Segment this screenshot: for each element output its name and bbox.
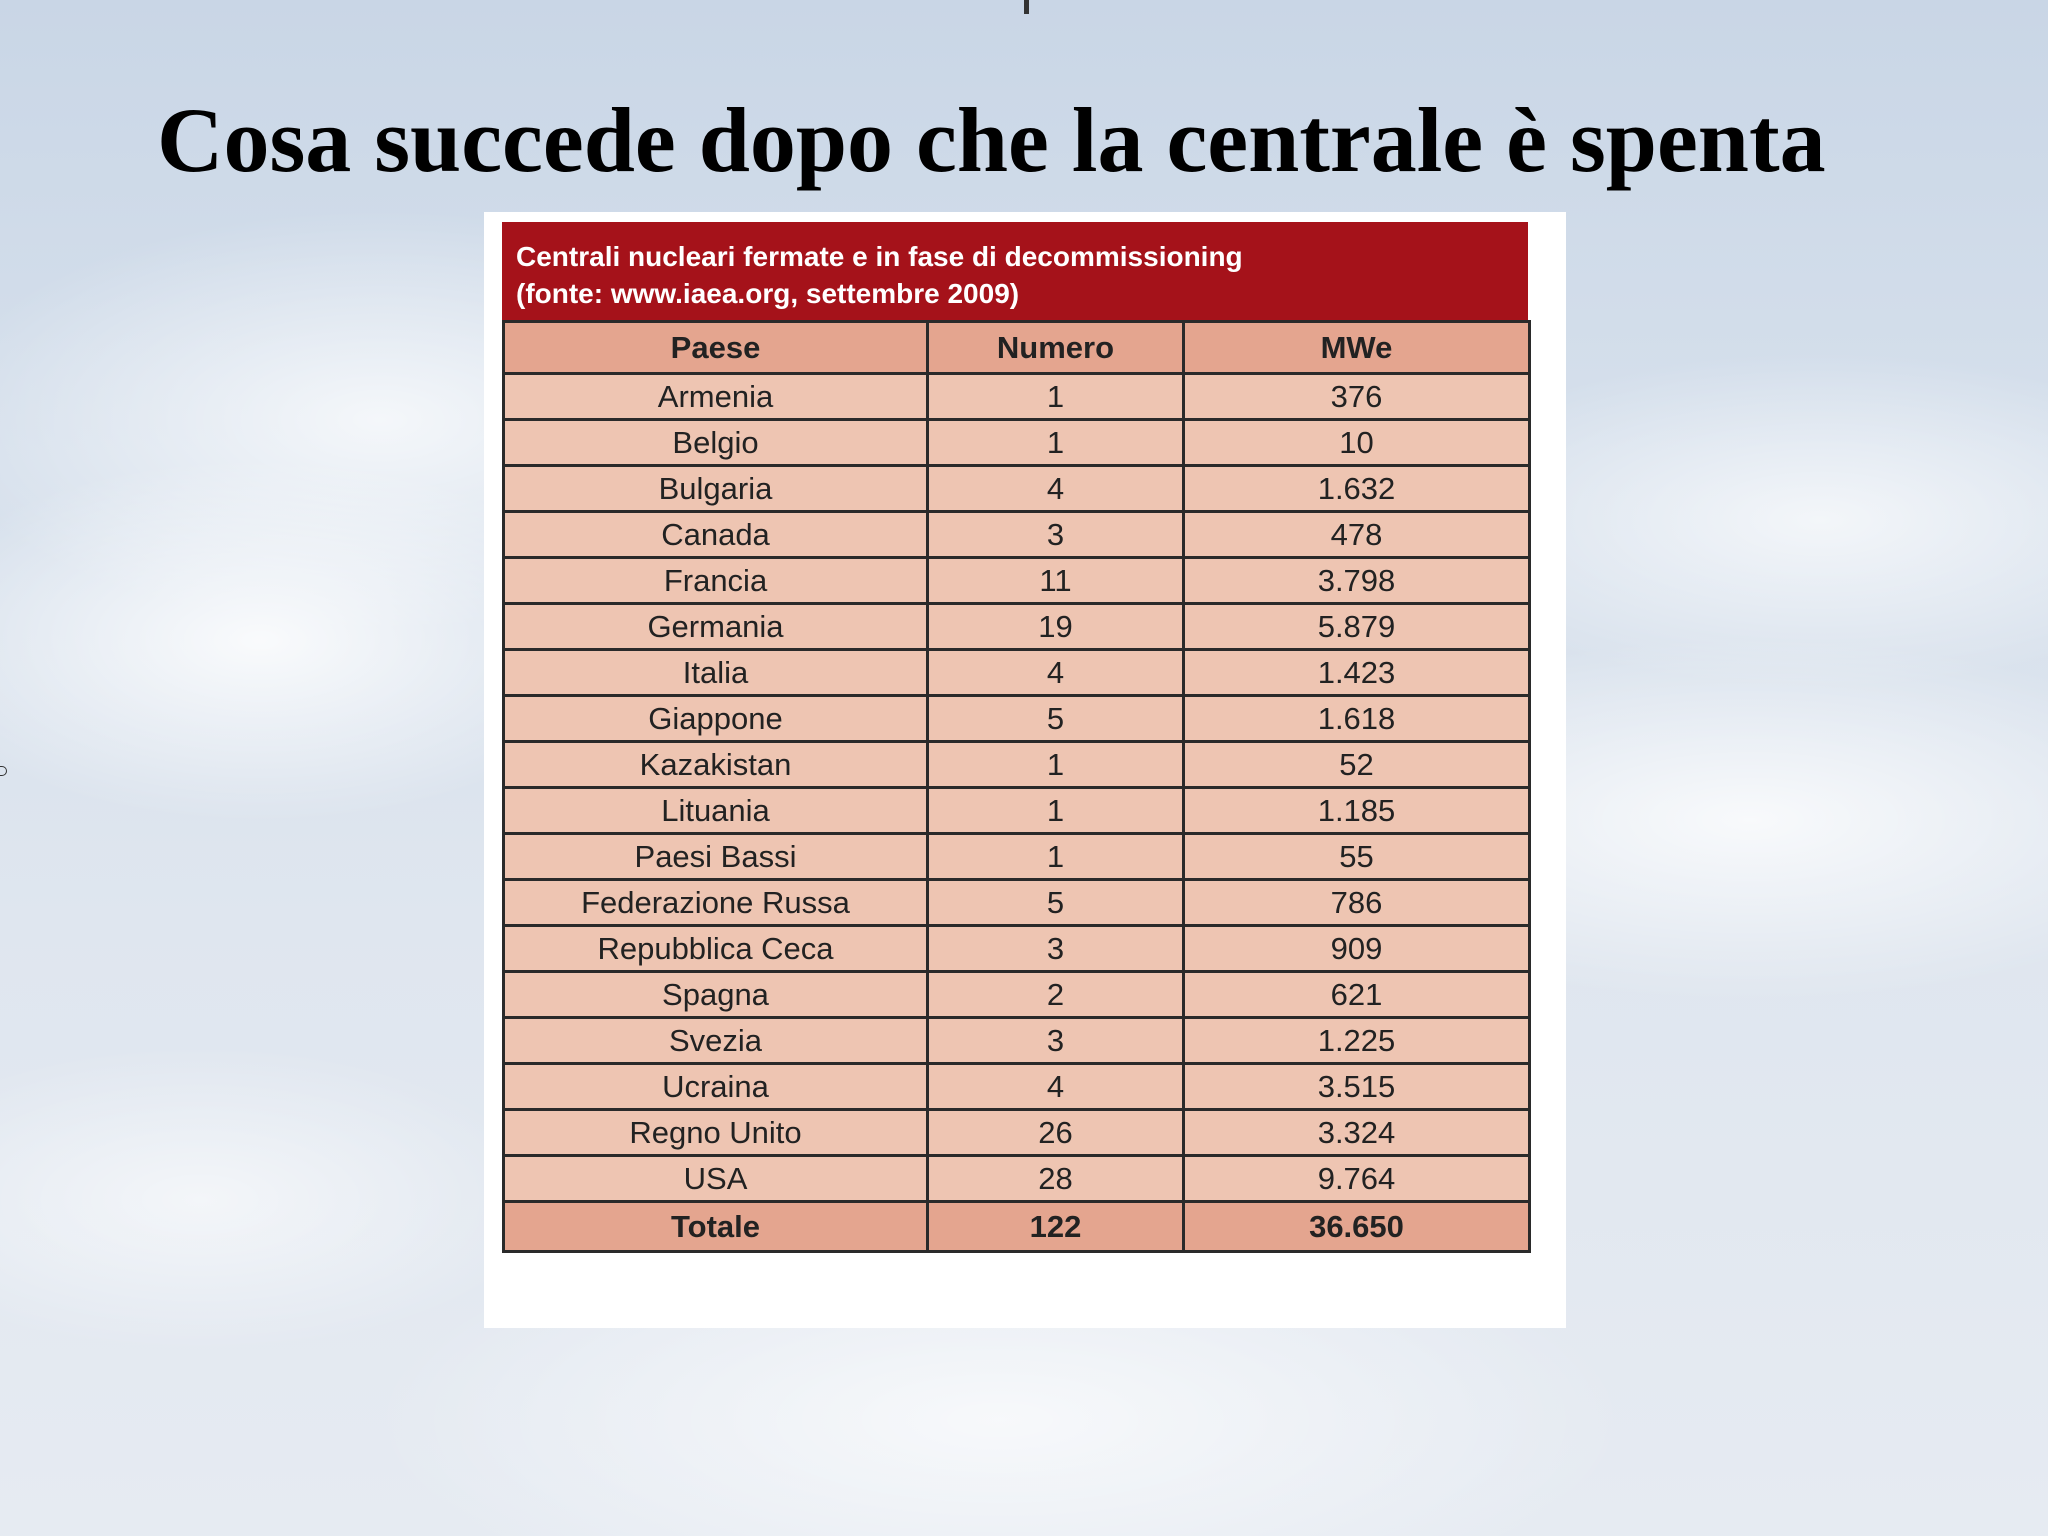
table-total-row: Totale 122 36.650 (502, 1200, 1531, 1253)
total-cell-numero: 122 (926, 1200, 1185, 1253)
cell-mwe: 1.632 (1182, 464, 1531, 513)
table-row: Svezia 3 1.225 (502, 1016, 1531, 1065)
table-header-row: Paese Numero MWe (502, 320, 1531, 375)
cell-mwe: 1.618 (1182, 694, 1531, 743)
cell-numero: 2 (926, 970, 1185, 1019)
cell-paese: Belgio (502, 418, 929, 467)
table-caption-line1: Centrali nucleari fermate e in fase di d… (516, 241, 1243, 272)
cell-numero: 11 (926, 556, 1185, 605)
cell-mwe: 3.324 (1182, 1108, 1531, 1157)
cell-mwe: 909 (1182, 924, 1531, 973)
table-image-panel: Centrali nucleari fermate e in fase di d… (484, 212, 1566, 1328)
table-row: Lituania 1 1.185 (502, 786, 1531, 835)
column-header-numero: Numero (926, 320, 1185, 375)
cell-paese: Ucraina (502, 1062, 929, 1111)
cell-mwe: 478 (1182, 510, 1531, 559)
table-caption: Centrali nucleari fermate e in fase di d… (502, 222, 1528, 320)
cell-numero: 4 (926, 648, 1185, 697)
table-row: Belgio 1 10 (502, 418, 1531, 467)
cell-mwe: 1.423 (1182, 648, 1531, 697)
cell-paese: Lituania (502, 786, 929, 835)
cell-numero: 1 (926, 372, 1185, 421)
total-cell-paese: Totale (502, 1200, 929, 1253)
table-row: Repubblica Ceca 3 909 (502, 924, 1531, 973)
table-row: Italia 4 1.423 (502, 648, 1531, 697)
cell-paese: Bulgaria (502, 464, 929, 513)
table-row: Armenia 1 376 (502, 372, 1531, 421)
cell-paese: Canada (502, 510, 929, 559)
cell-mwe: 3.515 (1182, 1062, 1531, 1111)
cell-mwe: 9.764 (1182, 1154, 1531, 1203)
cell-numero: 3 (926, 1016, 1185, 1065)
cell-mwe: 3.798 (1182, 556, 1531, 605)
cell-paese: Svezia (502, 1016, 929, 1065)
cell-mwe: 1.185 (1182, 786, 1531, 835)
cell-paese: Federazione Russa (502, 878, 929, 927)
cell-paese: USA (502, 1154, 929, 1203)
slide-title: Cosa succede dopo che la centrale è spen… (157, 89, 1826, 191)
cell-mwe: 55 (1182, 832, 1531, 881)
cell-paese: Repubblica Ceca (502, 924, 929, 973)
cell-paese: Italia (502, 648, 929, 697)
cell-mwe: 786 (1182, 878, 1531, 927)
table-row: Spagna 2 621 (502, 970, 1531, 1019)
column-header-mwe: MWe (1182, 320, 1531, 375)
cell-mwe: 52 (1182, 740, 1531, 789)
table-row: USA 28 9.764 (502, 1154, 1531, 1203)
table-row: Canada 3 478 (502, 510, 1531, 559)
cell-mwe: 10 (1182, 418, 1531, 467)
table-caption-line2: (fonte: www.iaea.org, settembre 2009) (516, 278, 1020, 309)
column-header-paese: Paese (502, 320, 929, 375)
cell-mwe: 376 (1182, 372, 1531, 421)
cell-numero: 28 (926, 1154, 1185, 1203)
cell-paese: Regno Unito (502, 1108, 929, 1157)
cell-mwe: 5.879 (1182, 602, 1531, 651)
cell-numero: 3 (926, 510, 1185, 559)
cell-paese: Germania (502, 602, 929, 651)
cell-mwe: 621 (1182, 970, 1531, 1019)
cell-paese: Paesi Bassi (502, 832, 929, 881)
cell-numero: 1 (926, 832, 1185, 881)
table-row: Giappone 5 1.618 (502, 694, 1531, 743)
total-cell-mwe: 36.650 (1182, 1200, 1531, 1253)
cell-numero: 5 (926, 694, 1185, 743)
cell-numero: 4 (926, 464, 1185, 513)
table-row: Kazakistan 1 52 (502, 740, 1531, 789)
table-row: Federazione Russa 5 786 (502, 878, 1531, 927)
table-body: Armenia 1 376 Belgio 1 10 Bulgaria 4 1.632 Canada… (502, 372, 1531, 1253)
top-edge-mark (1024, 0, 1029, 14)
cell-numero: 1 (926, 740, 1185, 789)
table-row: Ucraina 4 3.515 (502, 1062, 1531, 1111)
table-row: Germania 19 5.879 (502, 602, 1531, 651)
data-table: Paese Numero MWe Armenia 1 376 Belgio 1 10 Bul… (502, 320, 1531, 1253)
decommissioning-table: Centrali nucleari fermate e in fase di d… (502, 222, 1531, 1253)
cell-paese: Kazakistan (502, 740, 929, 789)
cell-paese: Armenia (502, 372, 929, 421)
cell-numero: 4 (926, 1062, 1185, 1111)
cell-numero: 26 (926, 1108, 1185, 1157)
cell-paese: Spagna (502, 970, 929, 1019)
cell-numero: 5 (926, 878, 1185, 927)
table-row: Bulgaria 4 1.632 (502, 464, 1531, 513)
table-row: Regno Unito 26 3.324 (502, 1108, 1531, 1157)
table-row: Francia 11 3.798 (502, 556, 1531, 605)
cell-numero: 1 (926, 786, 1185, 835)
left-edge-mark (0, 766, 7, 776)
cell-mwe: 1.225 (1182, 1016, 1531, 1065)
cell-paese: Giappone (502, 694, 929, 743)
cell-paese: Francia (502, 556, 929, 605)
cell-numero: 1 (926, 418, 1185, 467)
cell-numero: 3 (926, 924, 1185, 973)
cell-numero: 19 (926, 602, 1185, 651)
table-row: Paesi Bassi 1 55 (502, 832, 1531, 881)
